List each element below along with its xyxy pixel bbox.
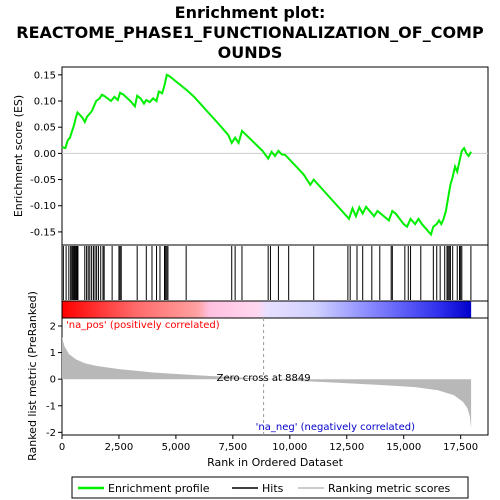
es-y-tick-label: -0.15 (30, 227, 56, 238)
chart-title-line-3: OUNDS (218, 43, 283, 62)
x-tick-label: 5,000 (162, 442, 191, 453)
x-axis: 0 2,500 5,000 7,500 10,000 12,500 15,000 17,500 (59, 435, 478, 453)
metric-y-tick-label: 2 (50, 321, 56, 332)
x-tick-label: 7,500 (219, 442, 248, 453)
metric-y-tick-label: 1 (50, 348, 56, 359)
es-y-tick-label: 0.10 (34, 97, 56, 108)
legend-hits-label: Hits (262, 482, 284, 495)
chart-title-line-1: Enrichment plot: (175, 3, 326, 22)
es-y-tick-label: 0.05 (34, 123, 56, 134)
metric-y-axis: 2 1 0 -1 -2 (46, 321, 62, 439)
pos-correlated-label: 'na_pos' (positively correlated) (66, 320, 220, 331)
neg-correlated-label: 'na_neg' (negatively correlated) (256, 422, 415, 433)
x-tick-label: 0 (59, 442, 65, 453)
chart-title-line-2: REACTOME_PHASE1_FUNCTIONALIZATION_OF_COM… (16, 23, 484, 42)
es-y-tick-label: -0.05 (30, 175, 56, 186)
metric-panel: 2 1 0 -1 -2 'na_pos' (positively correlated)… (46, 317, 489, 439)
hits-panel (61, 244, 489, 302)
metric-y-axis-label: Ranked list metric (PreRanked) (26, 291, 39, 461)
ranking-color-bar (62, 301, 472, 318)
x-tick-label: 10,000 (272, 442, 307, 453)
es-y-tick-label: 0.15 (34, 70, 56, 81)
metric-y-tick-label: -2 (46, 428, 56, 439)
zero-cross-label: Zero cross at 8849 (217, 373, 311, 384)
es-y-tick-label: 0.00 (34, 149, 56, 160)
ranking-metric-area (62, 336, 472, 429)
hits-marks (62, 246, 472, 300)
metric-y-tick-label: -1 (46, 401, 56, 412)
es-y-tick-label: -0.10 (30, 201, 56, 212)
x-axis-label: Rank in Ordered Dataset (207, 456, 344, 469)
hits-panel-frame (61, 244, 489, 302)
legend-metric-label: Ranking metric scores (328, 482, 450, 495)
x-tick-label: 12,500 (329, 442, 364, 453)
x-tick-label: 17,500 (443, 442, 478, 453)
es-y-axis: 0.15 0.10 0.05 0.00 -0.05 -0.10 -0.15 (30, 70, 62, 238)
legend-profile-label: Enrichment profile (108, 482, 210, 495)
es-panel: 0.15 0.10 0.05 0.00 -0.05 -0.10 -0.15 (30, 66, 489, 246)
metric-y-tick-label: 0 (50, 375, 56, 386)
x-tick-label: 15,000 (386, 442, 421, 453)
legend: Enrichment profile Hits Ranking metric s… (71, 476, 469, 499)
legend-frame (71, 476, 469, 499)
x-tick-label: 2,500 (105, 442, 134, 453)
es-y-axis-label: Enrichment score (ES) (12, 95, 25, 217)
enrichment-profile-line (61, 73, 472, 237)
